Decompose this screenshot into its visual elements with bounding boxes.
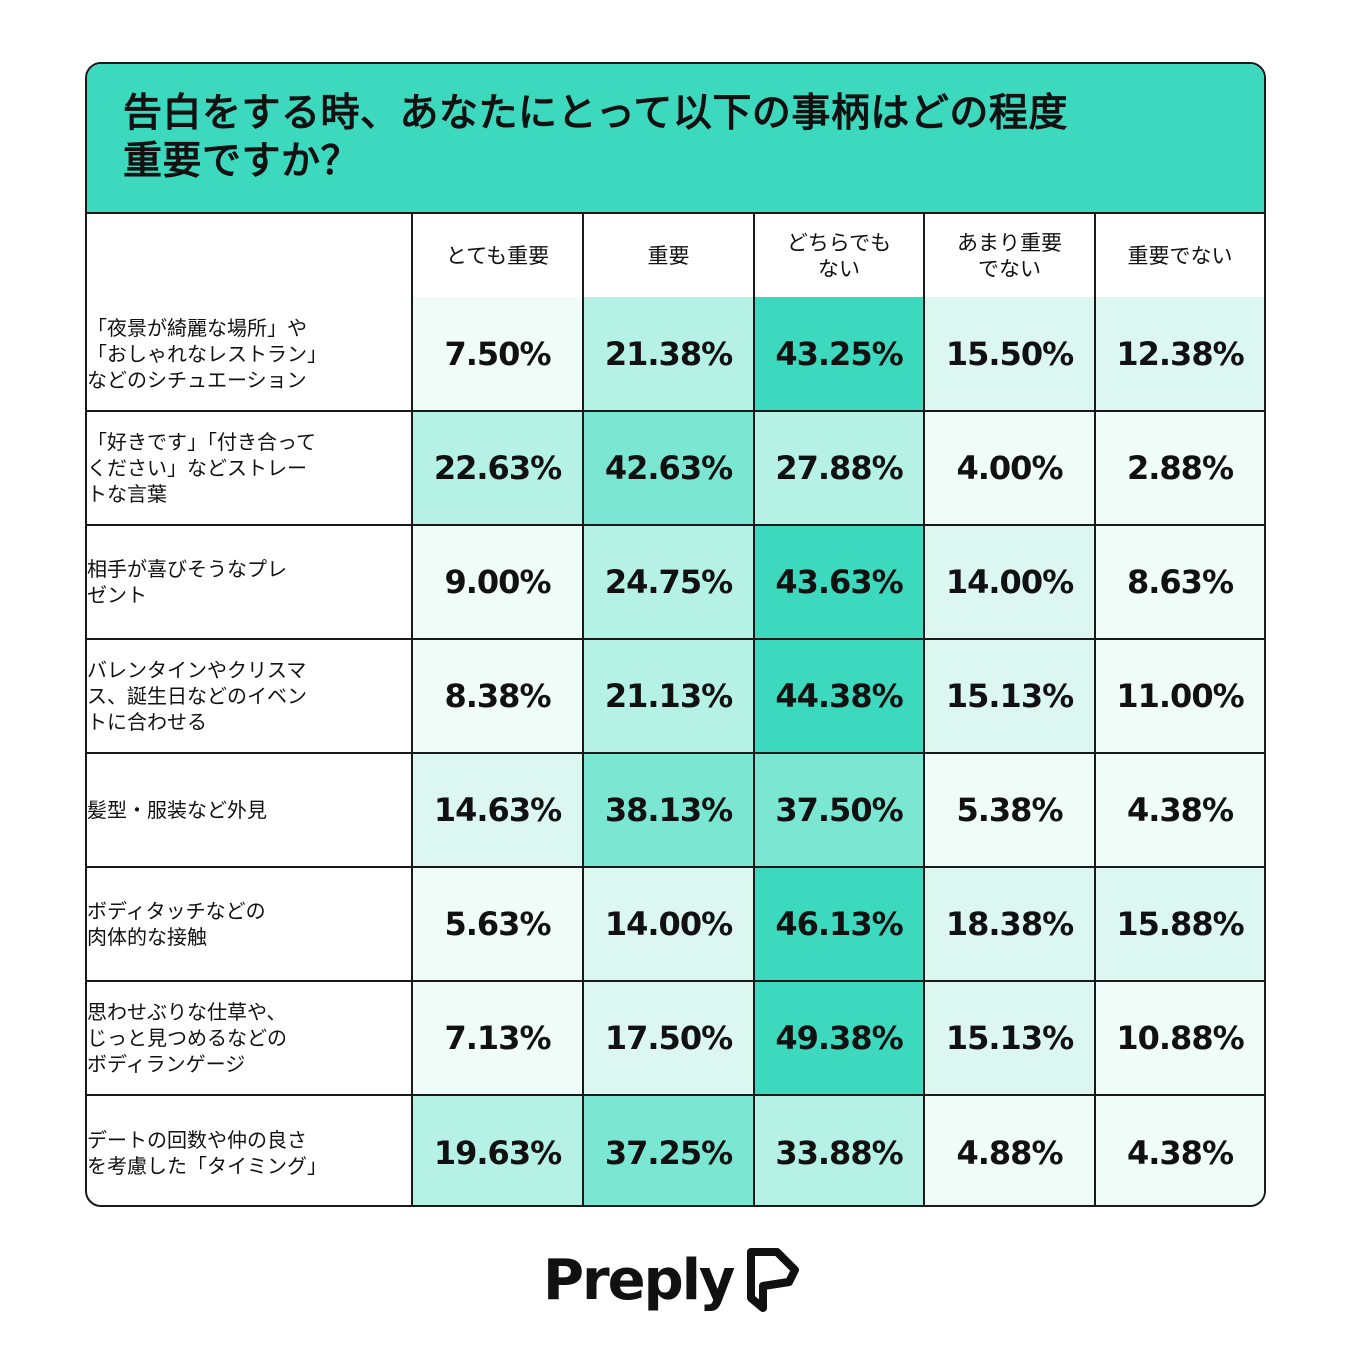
value-cell: 33.88% [753,1094,925,1205]
table-row: 「夜景が綺麗な場所」や 「おしゃれなレストラン」 などのシチュエーション 7.50… [87,297,1264,412]
value-cell: 15.50% [923,297,1096,412]
heatmap-table: とても重要 重要 どちらでも ない あまり重要 でない 重要でない 「夜景が綺麗… [87,214,1264,1205]
value-cell: 15.13% [923,980,1096,1096]
chart-title: 告白をする時、あなたにとって以下の事柄はどの程度 重要ですか？ [123,91,1068,184]
value-cell: 43.63% [753,524,925,640]
row-label: 思わせぶりな仕草や、 じっと見つめるなどの ボディランゲージ [87,980,413,1096]
table-row: ボディタッチなどの 肉体的な接触 5.63% 14.00% 46.13% 18.38% 1… [87,866,1264,982]
value-cell: 44.38% [753,638,925,754]
row-label: バレンタインやクリスマ ス、誕生日などのイベン トに合わせる [87,638,413,754]
title-bar: 告白をする時、あなたにとって以下の事柄はどの程度 重要ですか？ [87,64,1264,214]
column-header: 重要でない [1094,214,1264,297]
value-cell: 9.00% [411,524,584,640]
value-cell: 15.88% [1094,866,1264,982]
column-header: とても重要 [411,214,584,297]
value-cell: 8.38% [411,638,584,754]
value-cell: 7.13% [411,980,584,1096]
value-cell: 21.13% [582,638,755,754]
row-label: 相手が喜びそうなプレ ゼント [87,524,413,640]
row-label: デートの回数や仲の良さ を考慮した「タイミング」 [87,1094,413,1205]
value-cell: 12.38% [1094,297,1264,412]
table-row: 髪型・服装など外見 14.63% 38.13% 37.50% 5.38% 4.38% [87,752,1264,868]
value-cell: 22.63% [411,410,584,526]
header-row: とても重要 重要 どちらでも ない あまり重要 でない 重要でない [87,214,1264,297]
value-cell: 46.13% [753,866,925,982]
value-cell: 11.00% [1094,638,1264,754]
value-cell: 14.00% [582,866,755,982]
row-label: ボディタッチなどの 肉体的な接触 [87,866,413,982]
value-cell: 37.50% [753,752,925,868]
table-row: デートの回数や仲の良さ を考慮した「タイミング」 19.63% 37.25% 33.8… [87,1094,1264,1205]
column-header: 重要 [582,214,755,297]
row-label: 「好きです」「付き合って ください」などストレー トな言葉 [87,410,413,526]
value-cell: 21.38% [582,297,755,412]
value-cell: 43.25% [753,297,925,412]
survey-table-card: 告白をする時、あなたにとって以下の事柄はどの程度 重要ですか？ とても重要 重要… [85,62,1266,1207]
preply-logo-icon [741,1246,800,1316]
value-cell: 18.38% [923,866,1096,982]
value-cell: 4.38% [1094,1094,1264,1205]
value-cell: 49.38% [753,980,925,1096]
table-row: 相手が喜びそうなプレ ゼント 9.00% 24.75% 43.63% 14.00% 8.6… [87,524,1264,640]
value-cell: 4.88% [923,1094,1096,1205]
preply-logo: Preply [543,1243,800,1319]
value-cell: 2.88% [1094,410,1264,526]
value-cell: 5.38% [923,752,1096,868]
row-label: 髪型・服装など外見 [87,752,413,868]
value-cell: 14.63% [411,752,584,868]
row-label: 「夜景が綺麗な場所」や 「おしゃれなレストラン」 などのシチュエーション [87,297,413,412]
brand-name: Preply [543,1248,735,1313]
value-cell: 8.63% [1094,524,1264,640]
corner-cell [87,214,413,297]
value-cell: 38.13% [582,752,755,868]
column-header: あまり重要 でない [923,214,1096,297]
value-cell: 24.75% [582,524,755,640]
value-cell: 14.00% [923,524,1096,640]
value-cell: 7.50% [411,297,584,412]
value-cell: 4.38% [1094,752,1264,868]
value-cell: 37.25% [582,1094,755,1205]
value-cell: 15.13% [923,638,1096,754]
table-row: 思わせぶりな仕草や、 じっと見つめるなどの ボディランゲージ 7.13% 17.50… [87,980,1264,1096]
value-cell: 5.63% [411,866,584,982]
column-header: どちらでも ない [753,214,925,297]
value-cell: 27.88% [753,410,925,526]
table-row: 「好きです」「付き合って ください」などストレー トな言葉 22.63% 42.63… [87,410,1264,526]
value-cell: 4.00% [923,410,1096,526]
value-cell: 10.88% [1094,980,1264,1096]
value-cell: 19.63% [411,1094,584,1205]
value-cell: 42.63% [582,410,755,526]
value-cell: 17.50% [582,980,755,1096]
table-row: バレンタインやクリスマ ス、誕生日などのイベン トに合わせる 8.38% 21.13… [87,638,1264,754]
